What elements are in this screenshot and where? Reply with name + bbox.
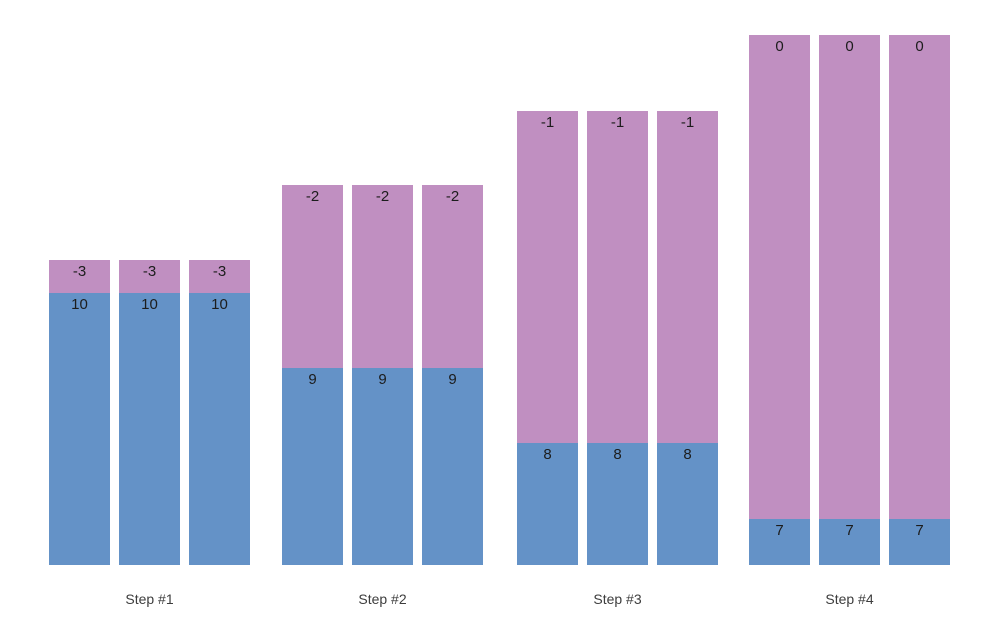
- bar-segment-purple-value-label: -2: [375, 188, 390, 205]
- bar-segment-blue-value-label: 10: [141, 296, 158, 313]
- bar-segment-blue-value-label: 9: [308, 371, 317, 388]
- bar-segment-purple: 0: [749, 35, 810, 519]
- bar-segment-purple-value-label: -2: [305, 188, 320, 205]
- bar-segment-blue-value-label: 7: [845, 522, 854, 539]
- bar-segment-purple: -2: [282, 185, 343, 368]
- bar-segment-blue: 7: [889, 519, 950, 565]
- bar-segment-purple: -1: [517, 111, 578, 443]
- bar-segment-blue: 7: [749, 519, 810, 565]
- bar-segment-blue: 10: [119, 293, 180, 565]
- group-label: Step #1: [125, 591, 174, 607]
- bar-segment-purple: -1: [657, 111, 718, 443]
- bar-segment-blue: 10: [189, 293, 250, 565]
- bar-segment-blue: 7: [819, 519, 880, 565]
- bar-segment-blue-value-label: 7: [915, 522, 924, 539]
- bar-segment-blue: 8: [657, 443, 718, 565]
- bar-segment-purple-value-label: 0: [775, 38, 784, 55]
- bar-segment-purple: -2: [352, 185, 413, 368]
- bar-segment-blue-value-label: 10: [71, 296, 88, 313]
- bar-segment-purple: 0: [819, 35, 880, 519]
- bar-segment-blue: 8: [587, 443, 648, 565]
- bar-segment-purple-value-label: 0: [915, 38, 924, 55]
- bar-segment-purple-value-label: -1: [680, 114, 695, 131]
- bar-segment-blue-value-label: 8: [543, 446, 552, 463]
- group-label: Step #4: [825, 591, 874, 607]
- bar-segment-purple: 0: [889, 35, 950, 519]
- bar-segment-purple: -2: [422, 185, 483, 368]
- bar-segment-blue: 10: [49, 293, 110, 565]
- group-label: Step #3: [593, 591, 642, 607]
- bar-segment-blue-value-label: 9: [448, 371, 457, 388]
- bar-segment-blue-value-label: 10: [211, 296, 228, 313]
- bar-segment-blue: 9: [422, 368, 483, 565]
- bar-segment-blue-value-label: 8: [613, 446, 622, 463]
- bar-segment-purple-value-label: -3: [72, 263, 87, 280]
- bar-segment-purple-value-label: 0: [845, 38, 854, 55]
- bar-segment-purple-value-label: -3: [142, 263, 157, 280]
- bar-segment-blue-value-label: 9: [378, 371, 387, 388]
- bar-segment-blue: 9: [352, 368, 413, 565]
- bar-segment-purple-value-label: -2: [445, 188, 460, 205]
- bar-segment-blue-value-label: 7: [775, 522, 784, 539]
- bar-segment-purple-value-label: -1: [610, 114, 625, 131]
- bar-segment-purple: -3: [119, 260, 180, 293]
- bar-segment-blue-value-label: 8: [683, 446, 692, 463]
- bar-segment-purple: -3: [49, 260, 110, 293]
- bar-segment-purple-value-label: -3: [212, 263, 227, 280]
- bar-segment-purple: -3: [189, 260, 250, 293]
- bar-segment-blue: 8: [517, 443, 578, 565]
- bar-segment-blue: 9: [282, 368, 343, 565]
- bar-segment-purple-value-label: -1: [540, 114, 555, 131]
- group-label: Step #2: [358, 591, 407, 607]
- bar-segment-purple: -1: [587, 111, 648, 443]
